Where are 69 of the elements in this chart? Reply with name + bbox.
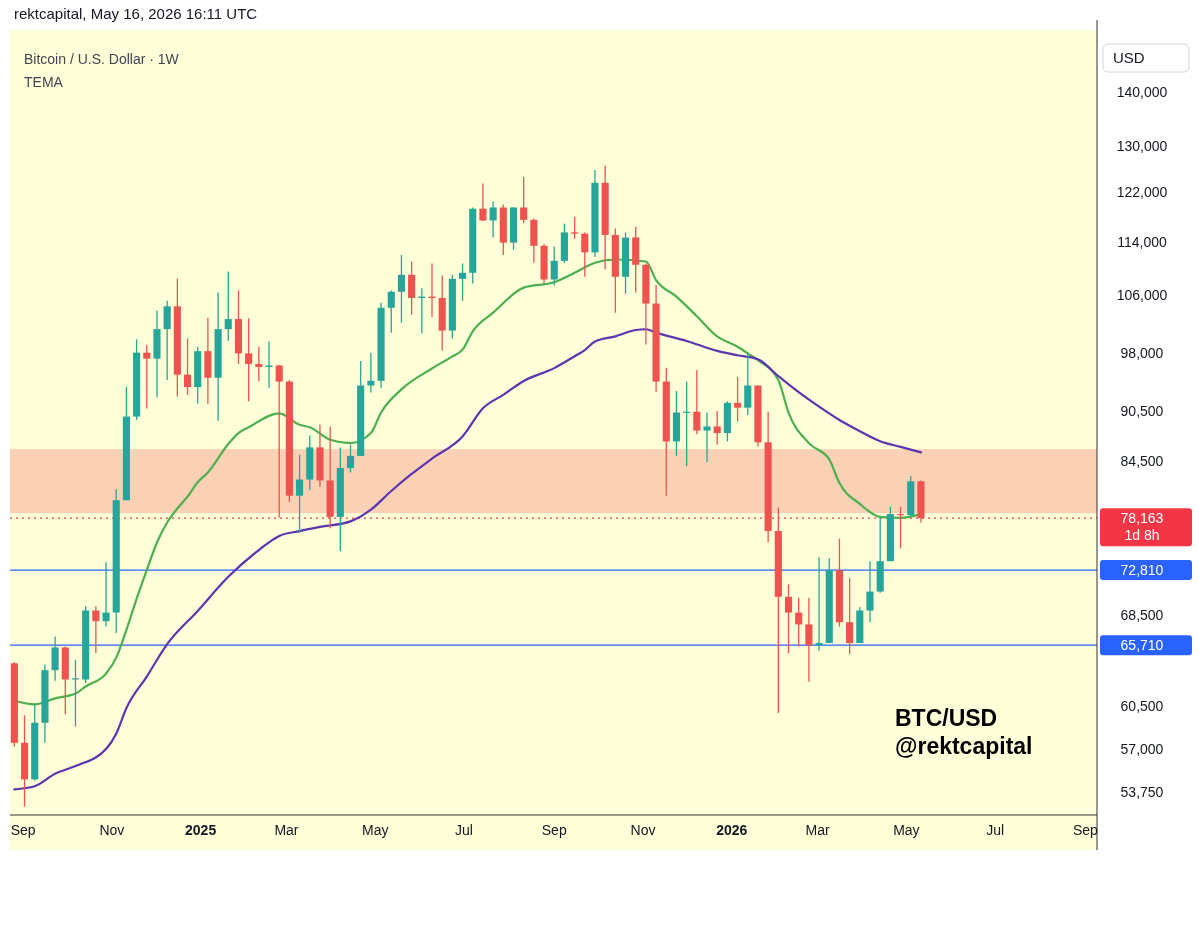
x-tick-label: May bbox=[362, 822, 389, 838]
x-tick-label: Nov bbox=[99, 822, 125, 838]
y-tick-label: 106,000 bbox=[1116, 287, 1168, 304]
candlestick bbox=[550, 245, 558, 287]
candlestick bbox=[102, 561, 110, 628]
text: rektcapital, May 16, 2026 16:11 UTC bbox=[14, 5, 258, 23]
ref-line-label: 72,810 bbox=[1120, 561, 1164, 578]
x-tick-label: 2026 bbox=[716, 822, 748, 838]
candlestick bbox=[571, 216, 579, 240]
y-tick-label: 130,000 bbox=[1116, 137, 1168, 154]
candlestick bbox=[265, 340, 273, 389]
candlestick bbox=[275, 364, 283, 519]
candlestick bbox=[795, 597, 803, 648]
x-tick-label: Sep bbox=[1072, 822, 1099, 838]
x-tick-label: May bbox=[893, 822, 920, 838]
y-tick-label: 140,000 bbox=[1116, 83, 1168, 100]
candlestick bbox=[744, 352, 752, 416]
y-tick-label: 84,500 bbox=[1120, 453, 1164, 470]
candlestick bbox=[255, 346, 263, 383]
x-tick-label: 2025 bbox=[185, 822, 217, 838]
y-tick-label: 60,500 bbox=[1120, 697, 1164, 714]
candlestick bbox=[458, 262, 467, 302]
candlestick bbox=[734, 376, 742, 423]
x-tick-label: Jul bbox=[455, 822, 473, 838]
x-tick-label: Sep bbox=[541, 822, 567, 838]
annotation: BTC/USD bbox=[895, 705, 998, 732]
y-tick-label: 68,500 bbox=[1120, 606, 1164, 623]
text: TEMA bbox=[24, 73, 64, 90]
ref-line-label: 65,710 bbox=[1120, 637, 1164, 654]
y-tick-label: 90,500 bbox=[1120, 402, 1164, 419]
y-tick-label: 122,000 bbox=[1116, 184, 1168, 201]
x-tick-label: Nov bbox=[630, 822, 656, 838]
text: Bitcoin / U.S. Dollar · 1W bbox=[24, 50, 180, 67]
y-tick-label: 57,000 bbox=[1120, 741, 1164, 758]
candlestick bbox=[846, 577, 854, 655]
candlestick bbox=[183, 337, 192, 396]
text: 1d 8h bbox=[1124, 527, 1160, 544]
y-axis-title: USD bbox=[1113, 49, 1145, 67]
candlestick bbox=[71, 659, 80, 728]
candlestick bbox=[581, 231, 589, 278]
x-tick-label: Jul bbox=[986, 822, 1005, 838]
candlestick bbox=[713, 410, 721, 446]
x-tick-label: Mar bbox=[805, 822, 830, 838]
candlestick bbox=[408, 260, 416, 316]
annotation: @rektcapital bbox=[895, 733, 1033, 760]
candlestick bbox=[784, 583, 793, 654]
candlestick bbox=[245, 317, 253, 402]
candlestick bbox=[163, 300, 171, 381]
candlestick bbox=[805, 597, 813, 683]
candlestick bbox=[479, 182, 487, 222]
candlestick bbox=[693, 369, 701, 435]
candlestick bbox=[866, 560, 874, 623]
candlestick bbox=[92, 605, 100, 654]
candlestick bbox=[51, 635, 59, 682]
candlestick bbox=[520, 176, 528, 224]
candlestick bbox=[224, 270, 232, 342]
candlestick bbox=[387, 289, 395, 334]
x-tick-label: Mar bbox=[274, 822, 299, 838]
candlestick bbox=[296, 454, 304, 534]
candlestick bbox=[703, 411, 711, 463]
y-tick-label: 53,750 bbox=[1120, 784, 1164, 801]
candlestick bbox=[489, 200, 497, 239]
y-tick-label: 114,000 bbox=[1117, 233, 1167, 250]
candlestick bbox=[143, 344, 151, 410]
candlestick bbox=[397, 254, 405, 324]
ref-line-label: 78,163 bbox=[1120, 510, 1164, 527]
x-tick-label: Sep bbox=[10, 822, 36, 838]
y-tick-label: 98,000 bbox=[1120, 344, 1164, 361]
candlestick bbox=[346, 444, 355, 474]
